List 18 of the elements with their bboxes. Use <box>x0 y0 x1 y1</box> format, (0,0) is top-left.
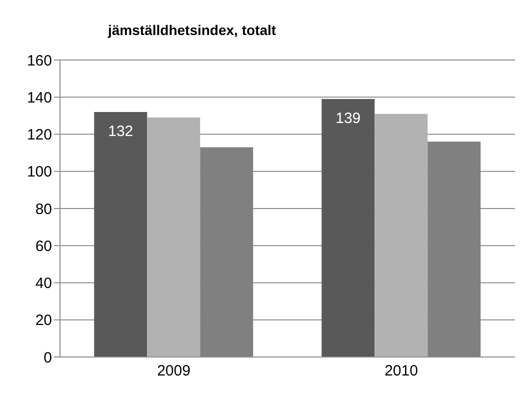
chart-title: jämställdhetsindex, totalt <box>108 22 276 38</box>
y-tick-label: 100 <box>26 164 52 181</box>
y-tick-label: 60 <box>35 238 52 255</box>
bar <box>374 114 428 357</box>
y-tick-label: 0 <box>44 349 52 366</box>
y-tick-label: 20 <box>35 312 52 330</box>
data-label: 132 <box>108 122 134 140</box>
y-tick-label: 120 <box>26 126 52 144</box>
x-tick-label: 2009 <box>157 362 190 380</box>
bar <box>322 98 375 357</box>
y-tick-label: 140 <box>26 89 52 106</box>
bar <box>147 118 200 357</box>
y-tick-label: 160 <box>26 52 52 70</box>
y-tick-label: 80 <box>35 200 52 218</box>
y-tick-label: 40 <box>35 275 52 292</box>
data-label: 139 <box>336 110 361 127</box>
bar <box>94 112 148 357</box>
x-tick-label: 2010 <box>384 362 418 380</box>
